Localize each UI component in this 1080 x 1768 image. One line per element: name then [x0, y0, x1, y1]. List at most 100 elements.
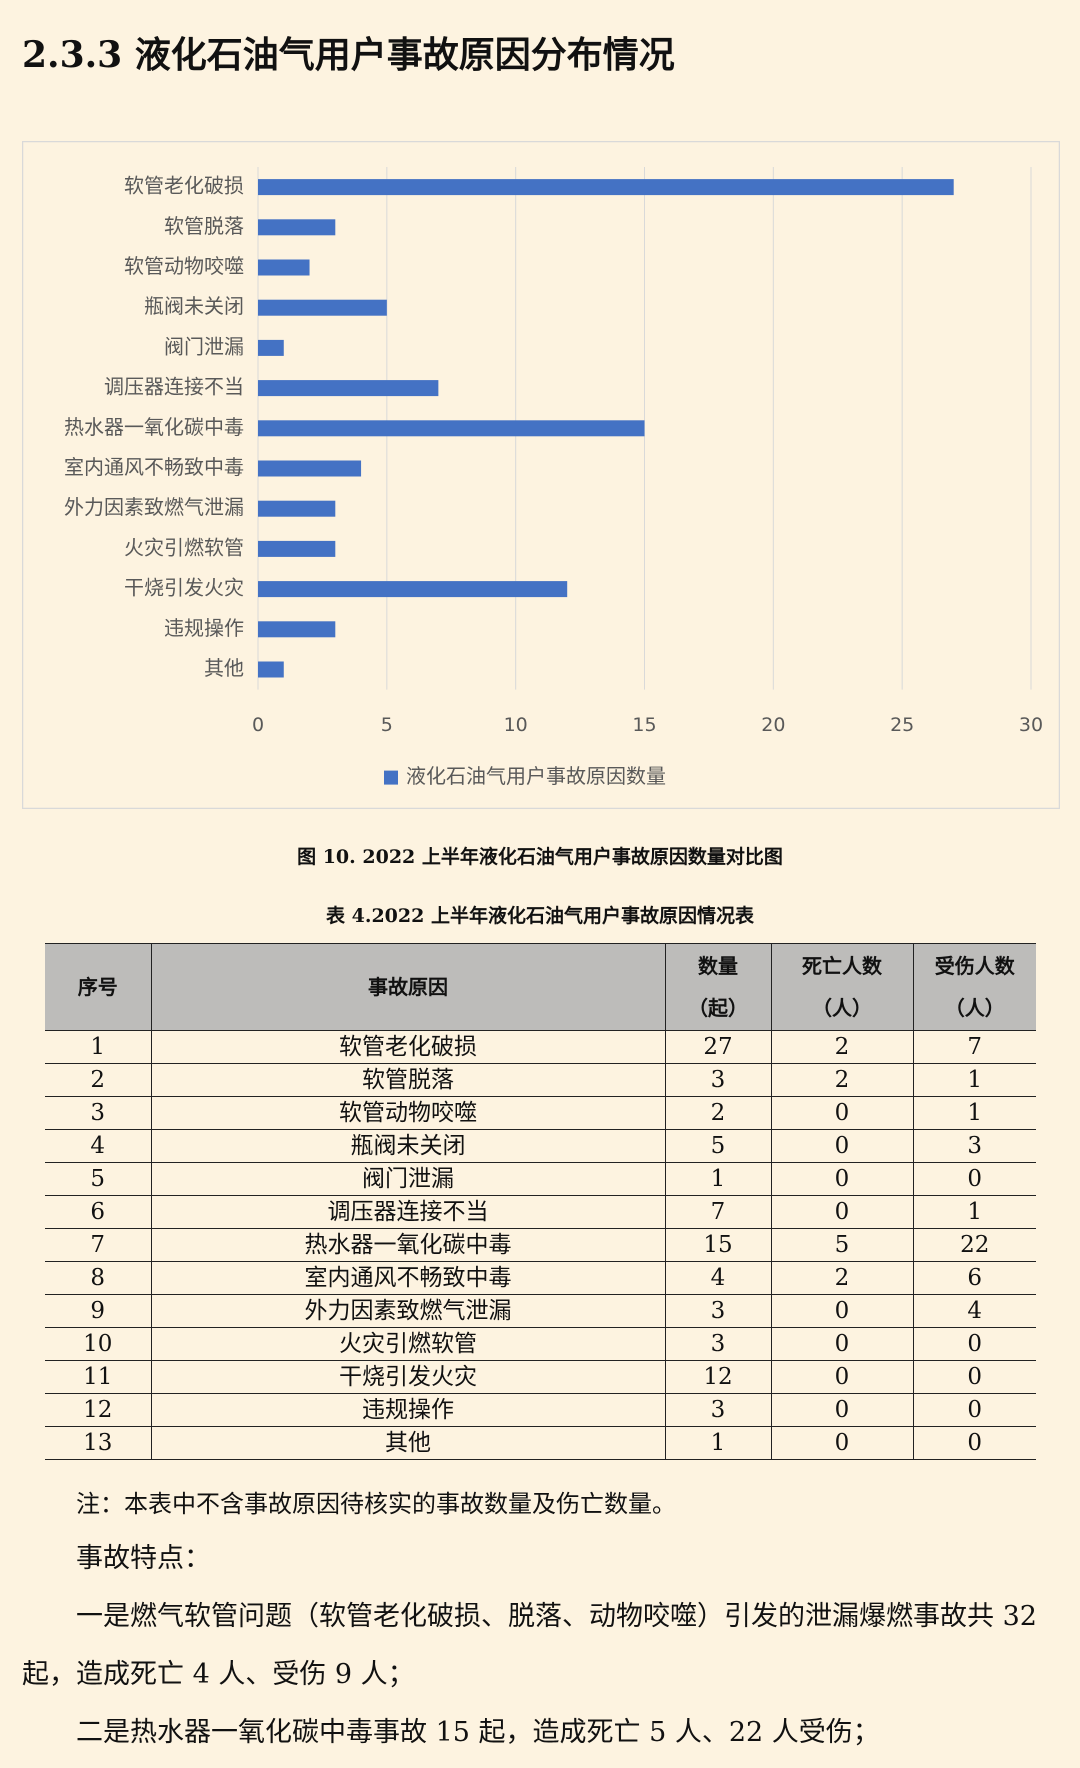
- x-tick-label: 30: [1019, 714, 1043, 736]
- table-cell: 0: [912, 1393, 1036, 1427]
- table-caption: 表 4.2022 上半年液化石油气用户事故原因情况表: [326, 905, 754, 927]
- header-text: 受伤人数: [934, 954, 1015, 978]
- table-cell: 3: [664, 1294, 772, 1328]
- table-cell: 0: [770, 1294, 914, 1328]
- table-cell: 3: [664, 1063, 772, 1097]
- x-tick-label: 15: [632, 714, 656, 736]
- legend-label: 液化石油气用户事故原因数量: [406, 764, 666, 788]
- header-text: （人）: [944, 996, 1005, 1020]
- bar: [258, 540, 336, 557]
- y-tick-label: 瓶阀未关闭: [144, 294, 244, 318]
- bar: [258, 661, 284, 678]
- table-cell: 2: [45, 1063, 152, 1097]
- table-cell: 11: [45, 1360, 152, 1394]
- header-cell: 序号: [45, 943, 152, 1031]
- table-cell: 3: [912, 1129, 1036, 1163]
- table-cell: 1: [912, 1195, 1036, 1229]
- table-cell: 室内通风不畅致中毒: [150, 1261, 666, 1295]
- table-cell: 6: [45, 1195, 152, 1229]
- table-cell: 2: [770, 1063, 914, 1097]
- table-cell: 1: [912, 1063, 1036, 1097]
- table-cell: 6: [912, 1261, 1036, 1295]
- header-text: 数量: [698, 954, 738, 978]
- paragraph: 事故特点：: [76, 1543, 211, 1574]
- bar: [258, 259, 310, 276]
- y-tick-label: 阀门泄漏: [164, 334, 244, 358]
- table-cell: 27: [664, 1030, 772, 1064]
- y-tick-label: 其他: [204, 656, 244, 680]
- bar: [258, 500, 336, 517]
- x-tick-label: 20: [761, 714, 785, 736]
- table-row: 12 违规操作 3 0 0: [45, 1393, 1036, 1427]
- y-tick-label: 软管动物咬噬: [124, 254, 244, 278]
- data-table: 序号 事故原因 数量 （起） 死亡人数 （人） 受伤人数 （人） 1 软管老化破损 27 2 7 2 软管脱…: [45, 943, 1036, 1460]
- table-cell: 4: [912, 1294, 1036, 1328]
- table-cell: 0: [912, 1162, 1036, 1196]
- legend-swatch: [384, 770, 398, 785]
- bar: [258, 581, 568, 598]
- header-cell: 死亡人数 （人）: [770, 943, 914, 1031]
- table-cell: 软管脱落: [150, 1063, 666, 1097]
- table-row: 2 软管脱落 3 2 1: [45, 1063, 1036, 1097]
- table-cell: 1: [664, 1162, 772, 1196]
- header-row: 序号 事故原因 数量 （起） 死亡人数 （人） 受伤人数 （人）: [45, 943, 1036, 1031]
- table-row: 10 火灾引燃软管 3 0 0: [45, 1327, 1036, 1361]
- table-cell: 瓶阀未关闭: [150, 1129, 666, 1163]
- y-tick-label: 外力因素致燃气泄漏: [64, 495, 244, 519]
- table-cell: 13: [45, 1426, 152, 1460]
- table-row: 1 软管老化破损 27 2 7: [45, 1030, 1036, 1064]
- table-row: 4 瓶阀未关闭 5 0 3: [45, 1129, 1036, 1163]
- table-cell: 1: [912, 1096, 1036, 1130]
- y-tick-label: 软管脱落: [164, 214, 244, 238]
- table-row: 8 室内通风不畅致中毒 4 2 6: [45, 1261, 1036, 1295]
- header-text: 死亡人数: [802, 954, 882, 978]
- table-cell: 阀门泄漏: [150, 1162, 666, 1196]
- header-text: 事故原因: [368, 975, 448, 999]
- table-cell: 15: [664, 1228, 772, 1262]
- table-cell: 7: [664, 1195, 772, 1229]
- header-text: 序号: [77, 975, 118, 999]
- table-cell: 7: [45, 1228, 152, 1262]
- table-row: 3 软管动物咬噬 2 0 1: [45, 1096, 1036, 1130]
- table-row: 13 其他 1 0 0: [45, 1426, 1036, 1460]
- table-cell: 8: [45, 1261, 152, 1295]
- bar: [258, 380, 439, 397]
- table-cell: 0: [770, 1360, 914, 1394]
- table-cell: 7: [912, 1030, 1036, 1064]
- table-cell: 0: [770, 1393, 914, 1427]
- table-cell: 1: [45, 1030, 152, 1064]
- header-cell: 受伤人数 （人）: [912, 943, 1036, 1031]
- table-cell: 1: [664, 1426, 772, 1460]
- table-cell: 外力因素致燃气泄漏: [150, 1294, 666, 1328]
- x-tick-label: 0: [252, 714, 264, 736]
- table-row: 5 阀门泄漏 1 0 0: [45, 1162, 1036, 1196]
- bar: [258, 460, 362, 477]
- header-text: （起）: [688, 996, 748, 1020]
- bar: [258, 339, 284, 356]
- table-cell: 2: [770, 1030, 914, 1064]
- bar: [258, 299, 387, 316]
- table-cell: 0: [770, 1195, 914, 1229]
- table-note: 注：本表中不含事故原因待核实的事故数量及伤亡数量。: [76, 1490, 676, 1518]
- x-tick-label: 5: [381, 714, 393, 736]
- x-tick-label: 25: [890, 714, 914, 736]
- table-cell: 22: [912, 1228, 1036, 1262]
- x-tick-label: 10: [504, 714, 528, 736]
- paragraph: 一是燃气软管问题（软管老化破损、脱落、动物咬噬）引发的泄漏爆燃事故共 32 起，…: [22, 1601, 1037, 1690]
- table-cell: 违规操作: [150, 1393, 666, 1427]
- table-row: 9 外力因素致燃气泄漏 3 0 4: [45, 1294, 1036, 1328]
- table-cell: 0: [912, 1327, 1036, 1361]
- table-cell: 12: [45, 1393, 152, 1427]
- bar: [258, 621, 336, 638]
- table-cell: 0: [770, 1162, 914, 1196]
- table-cell: 4: [45, 1129, 152, 1163]
- table-cell: 5: [770, 1228, 914, 1262]
- table-cell: 3: [664, 1327, 772, 1361]
- table-cell: 3: [45, 1096, 152, 1130]
- bar: [258, 179, 954, 196]
- table-cell: 3: [664, 1393, 772, 1427]
- heading: 2.3.3 液化石油气用户事故原因分布情况: [22, 34, 675, 76]
- table-cell: 12: [664, 1360, 772, 1394]
- chart: 0 5 10 15 20 25 30 软管老化破损软管脱落软管动物咬噬瓶阀未关闭阀门泄漏调压器…: [22, 141, 1060, 809]
